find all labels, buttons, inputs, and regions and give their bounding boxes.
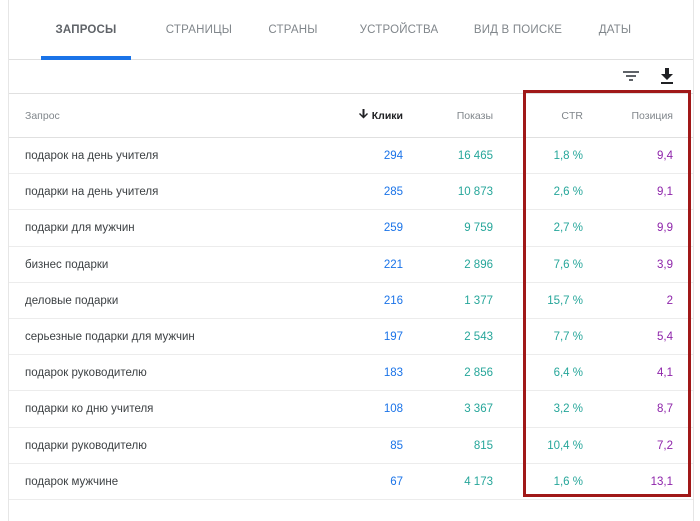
table-row[interactable]: подарки на день учителя 285 10 873 2,6 %… [9, 174, 693, 211]
cell-position: 13,1 [650, 475, 673, 488]
header-clicks-label: Клики [371, 110, 403, 122]
cell-clicks: 183 [383, 367, 403, 380]
cell-position: 2 [666, 294, 673, 307]
cell-query: подарок на день учителя [25, 150, 159, 162]
table-row[interactable]: подарок на день учителя 294 16 465 1,8 %… [9, 138, 693, 175]
table-header: Запрос Клики Показы CTR Позиция [9, 94, 693, 138]
cell-position: 9,4 [657, 150, 673, 162]
header-impressions[interactable]: Показы [456, 110, 493, 122]
table-row[interactable]: деловые подарки 216 1 377 15,7 % 2 [9, 283, 693, 319]
cell-impressions: 2 896 [464, 258, 493, 271]
table-body: подарок на день учителя 294 16 465 1,8 %… [9, 138, 693, 500]
cell-query: подарок мужчине [25, 475, 119, 488]
cell-query: подарки руководителю [25, 439, 147, 452]
cell-clicks: 259 [383, 222, 403, 235]
cell-impressions: 815 [473, 439, 493, 452]
cell-position: 3,9 [657, 258, 673, 271]
download-icon [661, 68, 673, 84]
cell-query: подарки на день учителя [25, 186, 159, 199]
cell-position: 9,1 [657, 186, 673, 199]
tab-countries[interactable]: СТРАНЫ [268, 24, 318, 36]
cell-ctr: 15,7 % [547, 294, 583, 307]
table-row[interactable]: подарки ко дню учителя 108 3 367 3,2 % 8… [9, 391, 693, 428]
cell-ctr: 1,8 % [553, 150, 583, 162]
cell-ctr: 2,7 % [553, 222, 583, 235]
cell-impressions: 16 465 [457, 150, 493, 162]
cell-position: 4,1 [657, 367, 673, 380]
cell-ctr: 7,6 % [553, 258, 583, 271]
cell-position: 9,9 [657, 222, 673, 235]
cell-position: 8,7 [657, 403, 673, 416]
cell-clicks: 85 [390, 439, 403, 452]
filter-button[interactable] [619, 64, 643, 88]
active-tab-indicator [41, 56, 131, 60]
cell-query: деловые подарки [25, 294, 119, 307]
table-row[interactable]: подарки руководителю 85 815 10,4 % 7,2 [9, 428, 693, 464]
cell-impressions: 10 873 [457, 186, 493, 199]
tab-bar: ЗАПРОСЫ СТРАНИЦЫ СТРАНЫ УСТРОЙСТВА ВИД В… [9, 0, 693, 60]
cell-query: бизнес подарки [25, 258, 109, 271]
cell-ctr: 2,6 % [553, 186, 583, 199]
header-ctr[interactable]: CTR [561, 110, 583, 122]
cell-impressions: 2 543 [464, 330, 493, 343]
cell-clicks: 221 [383, 258, 403, 271]
cell-position: 5,4 [657, 330, 673, 343]
cell-clicks: 67 [390, 475, 403, 488]
cell-ctr: 6,4 % [553, 367, 583, 380]
filter-icon [623, 71, 639, 81]
cell-clicks: 197 [383, 330, 403, 343]
table-row[interactable]: подарок руководителю 183 2 856 6,4 % 4,1 [9, 355, 693, 392]
table-row[interactable]: подарок мужчине 67 4 173 1,6 % 13,1 [9, 464, 693, 500]
header-clicks[interactable]: Клики [358, 94, 403, 138]
cell-query: серьезные подарки для мужчин [25, 330, 195, 343]
tab-search-appearance[interactable]: ВИД В ПОИСКЕ [473, 24, 563, 36]
tab-queries[interactable]: ЗАПРОСЫ [55, 24, 117, 36]
cell-query: подарки для мужчин [25, 222, 135, 235]
cell-impressions: 2 856 [464, 367, 493, 380]
tab-devices[interactable]: УСТРОЙСТВА [359, 24, 439, 36]
tab-pages[interactable]: СТРАНИЦЫ [165, 24, 233, 36]
download-button[interactable] [655, 64, 679, 88]
cell-clicks: 108 [383, 403, 403, 416]
cell-impressions: 3 367 [464, 403, 493, 416]
header-query[interactable]: Запрос [25, 110, 60, 122]
cell-query: подарок руководителю [25, 367, 147, 380]
cell-query: подарки ко дню учителя [25, 403, 154, 416]
table-row[interactable]: подарки для мужчин 259 9 759 2,7 % 9,9 [9, 210, 693, 247]
table-row[interactable]: бизнес подарки 221 2 896 7,6 % 3,9 [9, 247, 693, 283]
tab-dates[interactable]: ДАТЫ [598, 24, 632, 36]
cell-position: 7,2 [657, 439, 673, 452]
table-toolbar [9, 60, 693, 94]
cell-ctr: 3,2 % [553, 403, 583, 416]
cell-clicks: 294 [383, 150, 403, 162]
cell-ctr: 7,7 % [553, 330, 583, 343]
table-row[interactable]: серьезные подарки для мужчин 197 2 543 7… [9, 319, 693, 356]
cell-impressions: 1 377 [464, 294, 493, 307]
cell-impressions: 9 759 [464, 222, 493, 235]
cell-clicks: 285 [383, 186, 403, 199]
cell-ctr: 10,4 % [547, 439, 583, 452]
cell-clicks: 216 [383, 294, 403, 307]
performance-card: ЗАПРОСЫ СТРАНИЦЫ СТРАНЫ УСТРОЙСТВА ВИД В… [8, 0, 694, 521]
arrow-down-icon [358, 94, 368, 138]
cell-impressions: 4 173 [464, 475, 493, 488]
cell-ctr: 1,6 % [553, 475, 583, 488]
header-position[interactable]: Позиция [631, 110, 673, 122]
